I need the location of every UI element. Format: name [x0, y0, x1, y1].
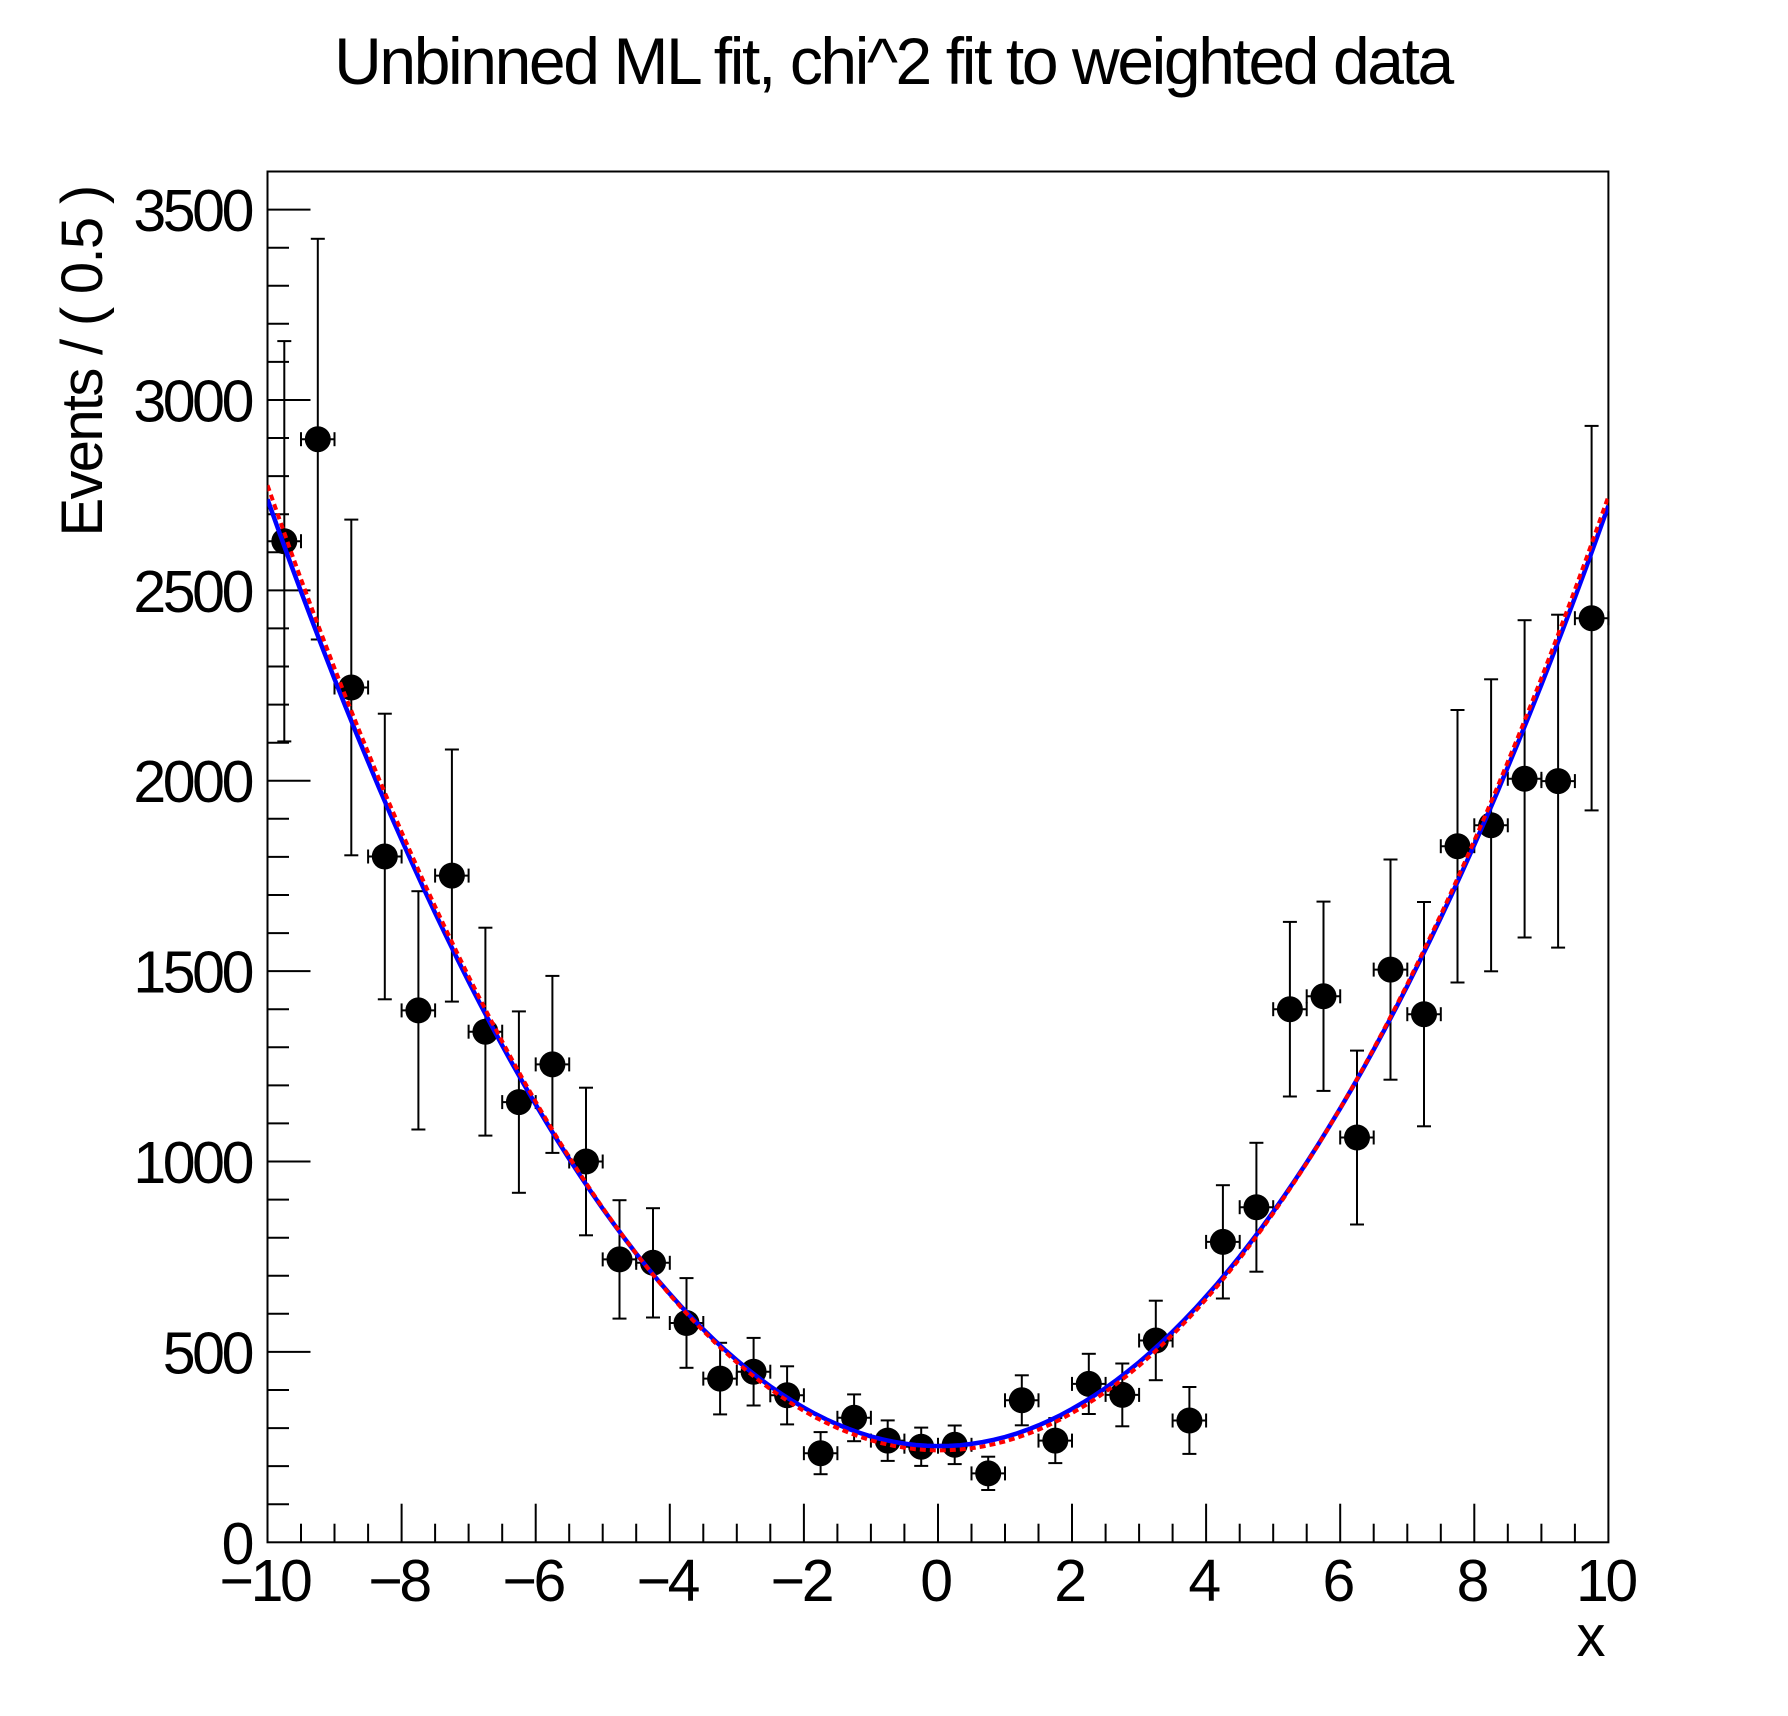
svg-text:3500: 3500 [133, 178, 252, 244]
svg-text:2000: 2000 [133, 749, 252, 815]
svg-text:−2: −2 [771, 1548, 832, 1614]
svg-text:0: 0 [222, 1511, 253, 1577]
svg-text:Events / ( 0.5 ): Events / ( 0.5 ) [50, 187, 115, 537]
svg-text:4: 4 [1188, 1548, 1220, 1614]
svg-text:0: 0 [920, 1548, 951, 1614]
svg-text:x: x [1577, 1604, 1606, 1669]
svg-text:10: 10 [1576, 1548, 1636, 1614]
svg-text:−10: −10 [220, 1548, 311, 1614]
svg-text:−4: −4 [637, 1548, 700, 1614]
svg-text:3000: 3000 [133, 369, 252, 435]
svg-text:1500: 1500 [133, 940, 252, 1006]
svg-text:Unbinned ML fit, chi^2 fit to: Unbinned ML fit, chi^2 fit to weighted d… [334, 24, 1454, 98]
svg-text:2: 2 [1054, 1548, 1084, 1614]
svg-text:2500: 2500 [133, 559, 252, 625]
svg-text:6: 6 [1322, 1548, 1353, 1614]
svg-text:−6: −6 [502, 1548, 564, 1614]
svg-text:1000: 1000 [133, 1130, 252, 1196]
svg-text:−8: −8 [368, 1548, 430, 1614]
svg-text:500: 500 [163, 1320, 253, 1386]
svg-text:8: 8 [1457, 1548, 1488, 1614]
